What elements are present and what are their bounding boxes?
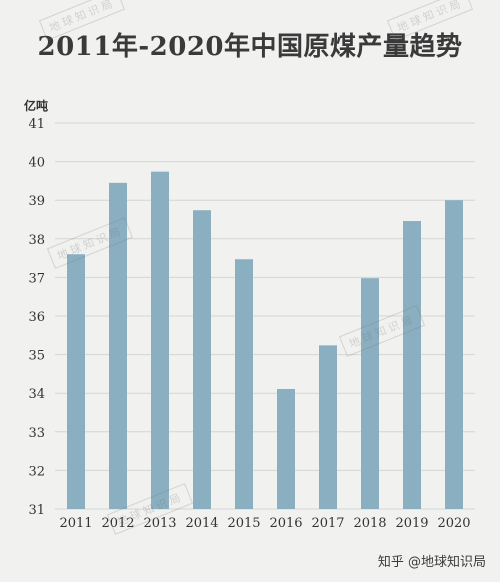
y-tick-label: 40 — [28, 156, 45, 171]
bar-2020 — [445, 200, 463, 509]
bar-2012 — [109, 182, 127, 509]
bar-2014 — [193, 210, 211, 509]
x-tick-label: 2019 — [395, 516, 428, 531]
bar-2015 — [235, 259, 253, 509]
x-tick-label: 2016 — [269, 516, 302, 531]
x-tick-label: 2013 — [143, 516, 176, 531]
x-axis-ticks: 2011 2012 2013 2014 2015 2016 2017 2018 2019 2020 — [59, 516, 470, 531]
x-tick-label: 2014 — [185, 516, 218, 531]
y-tick-label: 39 — [28, 194, 45, 209]
y-axis-ticks: 31 32 33 34 35 36 37 38 39 40 41 — [28, 117, 45, 518]
y-tick-label: 31 — [28, 503, 45, 518]
x-tick-label: 2012 — [101, 516, 134, 531]
x-tick-label: 2018 — [353, 516, 386, 531]
x-tick-label: 2015 — [227, 516, 260, 531]
chart-title: 2011年-2020年中国原煤产量趋势 — [37, 32, 463, 62]
bar-2019 — [403, 221, 421, 509]
bar-2017 — [319, 345, 337, 509]
source-credit: 知乎 @地球知识局 — [377, 555, 486, 570]
x-tick-label: 2017 — [311, 516, 344, 531]
y-tick-label: 35 — [28, 349, 45, 364]
y-tick-label: 33 — [28, 426, 45, 441]
bar-2018 — [361, 278, 379, 509]
y-tick-label: 38 — [28, 233, 45, 248]
bar-2011 — [67, 254, 85, 509]
y-tick-label: 32 — [28, 464, 45, 479]
bar-2013 — [151, 171, 169, 510]
bars — [67, 171, 463, 510]
x-tick-label: 2020 — [437, 516, 470, 531]
y-tick-label: 41 — [28, 117, 45, 132]
x-tick-label: 2011 — [59, 516, 92, 531]
y-axis-unit-label: 亿吨 — [24, 99, 49, 113]
bar-2016 — [277, 388, 295, 509]
y-tick-label: 37 — [28, 271, 45, 286]
y-tick-label: 36 — [28, 310, 45, 325]
y-tick-label: 34 — [28, 387, 45, 402]
